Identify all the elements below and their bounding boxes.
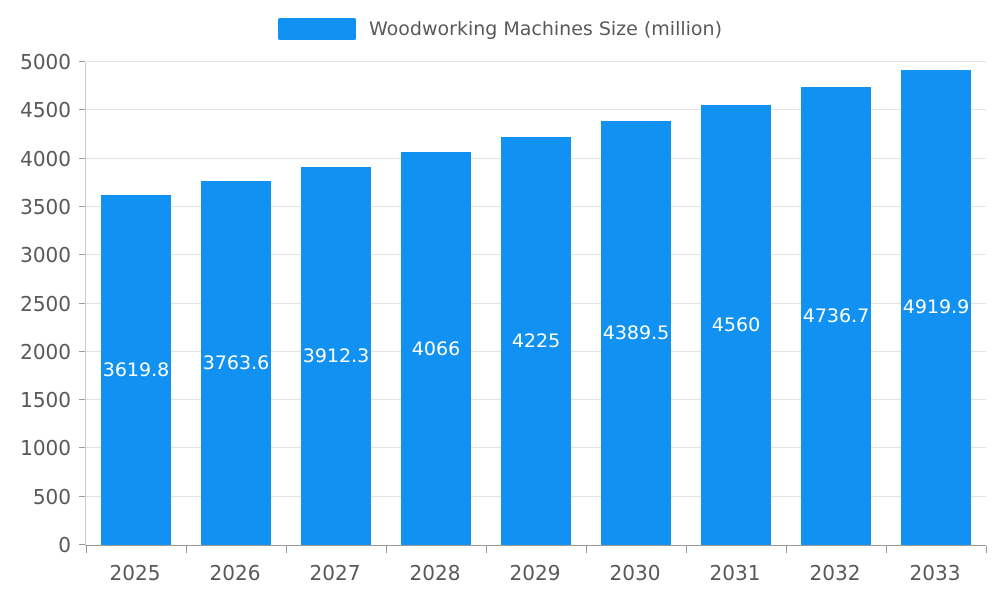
y-axis-tick [79, 447, 85, 449]
y-tick-label: 4000 [20, 146, 71, 171]
bar-slot: 3912.3 [286, 62, 386, 545]
bar-value-label: 3912.3 [302, 345, 370, 368]
legend-swatch-icon [277, 18, 356, 40]
y-tick-label: 3500 [20, 194, 71, 219]
x-axis-tick [685, 546, 687, 553]
y-axis-tick [79, 157, 85, 159]
bar-2025[interactable]: 3619.8 [101, 195, 171, 545]
bar-slot: 4560 [686, 62, 786, 545]
x-tick-label: 2028 [409, 561, 461, 585]
bar-value-label: 4736.7 [802, 305, 870, 328]
y-axis-tick [79, 495, 85, 497]
x-axis-tick [486, 546, 487, 553]
x-tick-label: 2030 [609, 561, 661, 585]
x-axis-tick [986, 546, 987, 553]
x-tick-label: 2027 [309, 561, 361, 585]
y-axis-labels: 0 500 1000 1500 2000 2500 3000 3500 4000 4500 5000 [0, 50, 75, 557]
x-tick-label: 2026 [209, 561, 261, 585]
bar-slot: 4389.5 [586, 62, 686, 545]
bar-value-label: 4066 [411, 337, 461, 360]
x-axis-tick [186, 546, 187, 553]
bar-value-label: 4919.9 [902, 296, 970, 319]
x-axis-tick [286, 546, 287, 553]
bar-2032[interactable]: 4736.7 [801, 87, 871, 545]
x-tick-label: 2029 [509, 561, 561, 585]
y-axis-tick [79, 350, 85, 352]
bar-2027[interactable]: 3912.3 [301, 167, 371, 545]
y-tick-label: 500 [32, 484, 71, 509]
y-tick-label: 1000 [20, 436, 71, 461]
y-axis-tick [79, 302, 85, 304]
y-axis-tick [79, 399, 85, 401]
plot-area: 3619.8 3763.6 3912.3 4066 4225 4389.5 4560 4736… [79, 61, 987, 553]
gridline [86, 109, 986, 111]
y-tick-label: 5000 [20, 50, 71, 74]
bar-2029[interactable]: 4225 [501, 136, 571, 545]
bar-value-label: 4389.5 [602, 321, 670, 344]
y-tick-label: 2500 [20, 291, 71, 316]
gridline [86, 61, 986, 62]
x-axis-tick [586, 546, 587, 553]
bar-slot: 3763.6 [186, 62, 286, 545]
bar-slot: 4919.9 [886, 62, 986, 545]
y-axis-tick [79, 205, 85, 207]
bar-slot: 3619.8 [86, 62, 186, 545]
y-tick-label: 0 [58, 533, 71, 557]
y-axis-tick [79, 254, 85, 256]
x-axis-tick [385, 546, 387, 553]
bar-slot: 4736.7 [786, 62, 886, 545]
y-tick-label: 1500 [20, 388, 71, 413]
bar-value-label: 4560 [711, 313, 761, 336]
bar-2028[interactable]: 4066 [400, 152, 471, 545]
y-tick-label: 3000 [20, 243, 71, 268]
x-tick-label: 2033 [909, 561, 961, 585]
bar-value-label: 3763.6 [202, 352, 270, 375]
x-tick-label: 2025 [109, 561, 161, 585]
y-tick-label: 4500 [20, 98, 71, 123]
x-axis-tick [86, 546, 87, 553]
bar-2026[interactable]: 3763.6 [201, 181, 271, 545]
bar-value-label: 4225 [511, 329, 561, 352]
y-axis-tick [79, 109, 85, 111]
x-axis-labels: 2025 2026 2027 2028 2029 2030 2031 2032 2033 [85, 551, 985, 591]
y-axis-tick [79, 61, 85, 62]
bar-slot: 4066 [386, 62, 486, 545]
bar-value-label: 3619.8 [102, 359, 170, 382]
x-tick-label: 2031 [709, 561, 761, 585]
x-tick-label: 2032 [809, 561, 861, 585]
y-axis-tick [79, 544, 85, 545]
x-axis-tick [786, 546, 787, 553]
bar-2030[interactable]: 4389.5 [601, 120, 671, 545]
bar-2031[interactable]: 4560 [700, 104, 771, 545]
legend-label: Woodworking Machines Size (million) [368, 18, 722, 40]
x-axis-tick [886, 546, 887, 553]
legend[interactable]: Woodworking Machines Size (million) [0, 16, 1000, 42]
bar-slot: 4225 [486, 62, 586, 545]
bar-2033[interactable]: 4919.9 [901, 69, 971, 545]
y-tick-label: 2000 [20, 339, 71, 364]
